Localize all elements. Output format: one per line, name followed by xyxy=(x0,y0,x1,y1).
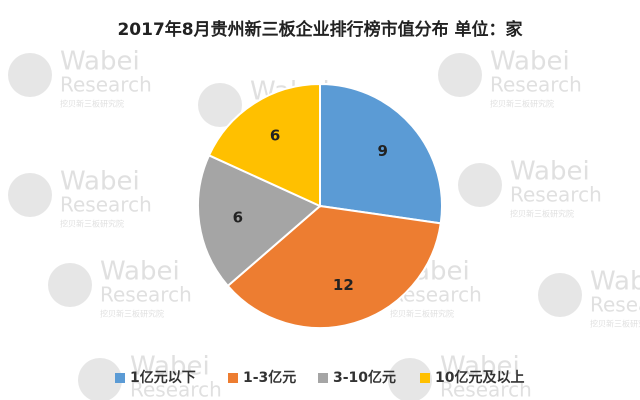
pie-slice xyxy=(197,153,322,288)
watermark-brand: Wabei xyxy=(100,257,180,287)
watermark-logo xyxy=(388,358,432,400)
watermark-logo xyxy=(48,263,92,307)
pie-slice xyxy=(226,204,442,329)
data-label: 6 xyxy=(233,208,243,226)
watermark-logo xyxy=(458,163,502,207)
watermark-logo xyxy=(78,358,122,400)
legend: 1亿元以下 1-3亿元 3-10亿元 10亿元及以上 xyxy=(115,369,524,386)
pie-slice xyxy=(207,82,321,208)
legend-swatch xyxy=(228,373,238,383)
legend-label: 10亿元及以上 xyxy=(435,369,524,386)
watermark-cn: 挖贝新三板研究院 xyxy=(590,319,640,329)
watermark-brand: Wabei xyxy=(440,352,520,382)
watermark-cn: 挖贝新三板研究院 xyxy=(390,309,454,319)
watermark-cn: 挖贝新三板研究院 xyxy=(100,309,164,319)
watermark-sub: Research xyxy=(510,183,602,207)
watermark-sub: Research xyxy=(590,293,640,317)
data-label: 6 xyxy=(270,127,280,145)
legend-label: 1亿元以下 xyxy=(130,369,196,386)
watermark-brand: Wabei xyxy=(130,352,210,382)
watermark-logo xyxy=(8,173,52,217)
watermark-brand: Wabei xyxy=(590,267,640,297)
legend-label: 3-10亿元 xyxy=(333,369,396,386)
data-label: 12 xyxy=(333,276,354,294)
pie-slice xyxy=(319,82,443,225)
legend-label: 1-3亿元 xyxy=(243,369,296,386)
watermark-sub: Research xyxy=(490,73,582,97)
watermark-cn: 挖贝新三板研究院 xyxy=(60,219,124,229)
watermark-brand: Wabei xyxy=(60,47,140,77)
watermark-cn: 挖贝新三板研究院 xyxy=(510,209,574,219)
watermark-logo xyxy=(198,83,242,127)
watermark-sub: Research xyxy=(60,73,152,97)
watermark-sub: Research xyxy=(440,378,532,400)
watermark-sub: Research xyxy=(60,193,152,217)
legend-swatch xyxy=(420,373,430,383)
watermark-logo xyxy=(538,273,582,317)
watermark-brand: Wabei xyxy=(510,157,590,187)
watermark-logo xyxy=(438,53,482,97)
watermark-brand: Wabei xyxy=(490,47,570,77)
chart-title: 2017年8月贵州新三板企业排行榜市值分布 单位：家 xyxy=(117,19,522,40)
watermark-cn: 挖贝新三板研究院 xyxy=(60,99,124,109)
watermark-logo xyxy=(8,53,52,97)
pie: 9 12 6 6 xyxy=(197,82,443,329)
watermark-sub: Research xyxy=(100,283,192,307)
data-label: 9 xyxy=(377,142,387,160)
watermark-brand: Wabei xyxy=(60,167,140,197)
legend-swatch xyxy=(115,373,125,383)
legend-swatch xyxy=(318,373,328,383)
watermark-cn: 挖贝新三板研究院 xyxy=(490,99,554,109)
watermark-sub: Research xyxy=(130,378,222,400)
